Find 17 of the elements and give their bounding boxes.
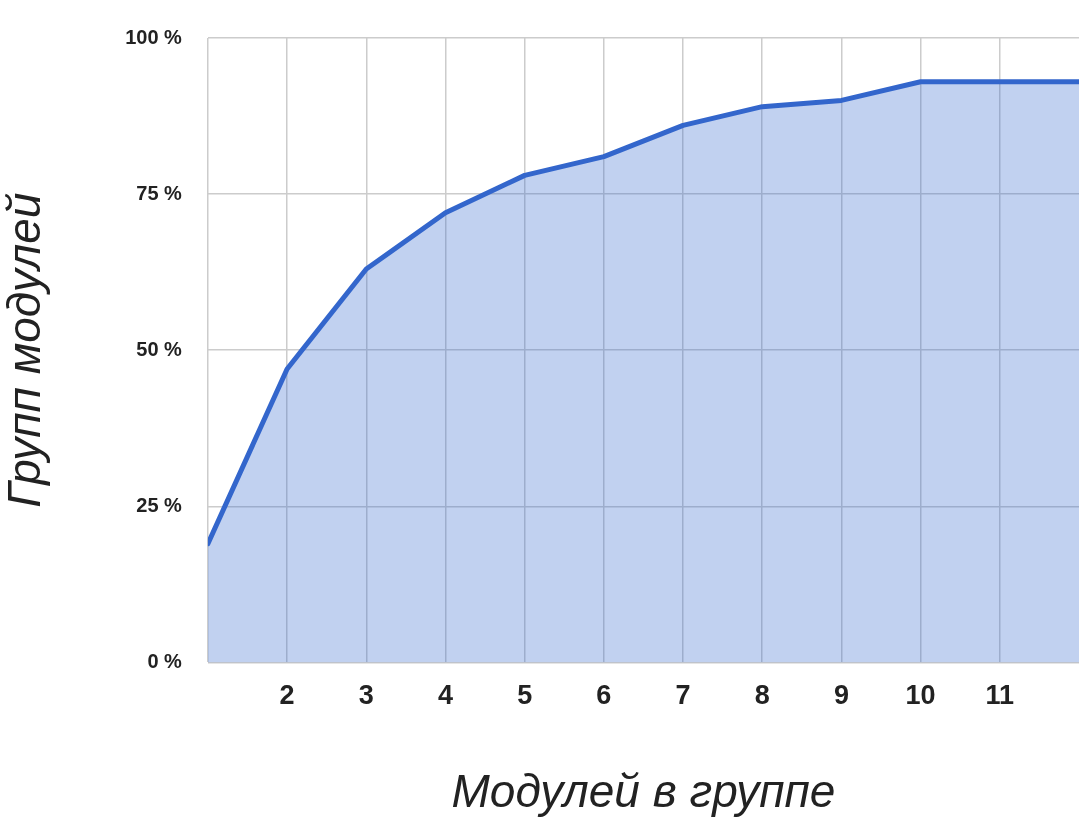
x-tick-label: 5	[517, 680, 533, 711]
y-tick-label: 75 %	[136, 181, 183, 204]
y-tick-label: 100 %	[125, 25, 183, 48]
y-tick-label: 0 %	[147, 649, 183, 672]
x-tick-label: 6	[596, 680, 612, 711]
x-tick-label: 8	[754, 680, 770, 711]
x-tick-label: 2	[279, 680, 295, 711]
x-tick-label: 10	[905, 680, 936, 711]
x-tick-label: 4	[437, 680, 453, 711]
y-tick-label: 25 %	[136, 493, 183, 516]
y-axis-title: Групп модулей	[0, 192, 51, 508]
x-axis-title: Модулей в группе	[451, 765, 836, 818]
y-tick-label: 50 %	[136, 337, 183, 360]
x-tick-label: 9	[833, 680, 849, 711]
x-tick-label: 3	[358, 680, 374, 711]
x-tick-label: 7	[675, 680, 691, 711]
x-tick-label: 11	[985, 680, 1015, 711]
